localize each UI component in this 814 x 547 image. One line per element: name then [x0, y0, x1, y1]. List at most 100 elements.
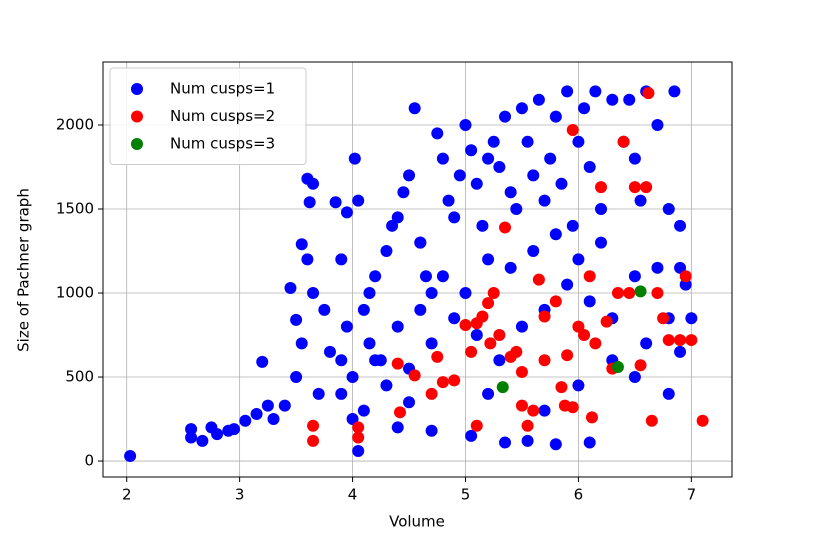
point [403, 396, 416, 409]
point [482, 387, 495, 400]
point [617, 135, 630, 148]
legend-label: Num cusps=3 [170, 135, 275, 153]
point [391, 357, 404, 370]
point [380, 245, 393, 258]
point [465, 345, 478, 358]
point [674, 219, 687, 232]
point [634, 194, 647, 207]
point [583, 161, 596, 174]
y-tick-label: 0 [84, 452, 94, 470]
point [391, 211, 404, 224]
point [357, 404, 370, 417]
point [307, 177, 320, 190]
point [628, 371, 641, 384]
point [504, 186, 517, 199]
point [521, 135, 534, 148]
point [538, 404, 551, 417]
point [431, 127, 444, 140]
point [419, 270, 432, 283]
point [448, 211, 461, 224]
point [357, 303, 370, 316]
legend-marker [131, 83, 143, 95]
point [295, 337, 308, 350]
point [487, 135, 500, 148]
point [651, 261, 664, 274]
point [634, 285, 647, 298]
point [527, 245, 540, 258]
point [397, 186, 410, 199]
point [476, 310, 489, 323]
point [436, 270, 449, 283]
x-tick-label: 7 [687, 486, 697, 504]
point [674, 345, 687, 358]
point [600, 315, 613, 328]
point [515, 399, 528, 412]
point [476, 219, 489, 232]
point [685, 334, 698, 347]
x-axis-label: Volume [389, 513, 445, 531]
point [493, 161, 506, 174]
point [645, 414, 658, 427]
point [335, 387, 348, 400]
point [623, 93, 636, 106]
point [595, 203, 608, 216]
point [662, 203, 675, 216]
point [549, 228, 562, 241]
point [566, 401, 579, 414]
point [549, 438, 562, 451]
point [459, 287, 472, 300]
point [482, 253, 495, 266]
point [642, 87, 655, 100]
point [578, 102, 591, 115]
point [267, 413, 280, 426]
point [329, 196, 342, 209]
point [482, 152, 495, 165]
point [538, 194, 551, 207]
point [611, 287, 624, 300]
point [657, 312, 670, 325]
point [393, 406, 406, 419]
point [307, 434, 320, 447]
point [611, 360, 624, 373]
point [566, 124, 579, 137]
point [493, 329, 506, 342]
point [346, 371, 359, 384]
point [363, 337, 376, 350]
point [470, 419, 483, 432]
point [532, 93, 545, 106]
point [470, 177, 483, 190]
point [459, 318, 472, 331]
point [352, 431, 365, 444]
point [211, 428, 224, 441]
point [538, 354, 551, 367]
point [572, 379, 585, 392]
legend-marker [131, 138, 143, 150]
point [685, 312, 698, 325]
point [555, 381, 568, 394]
point [572, 320, 585, 333]
point [278, 399, 291, 412]
point [185, 431, 198, 444]
point [595, 236, 608, 249]
point [527, 404, 540, 417]
point [628, 270, 641, 283]
point [369, 270, 382, 283]
point [346, 413, 359, 426]
y-tick-label: 2000 [56, 116, 94, 134]
point [380, 379, 393, 392]
point [250, 407, 263, 420]
point [482, 297, 495, 310]
point [256, 355, 269, 368]
point [459, 119, 472, 132]
point [303, 196, 316, 209]
x-tick-label: 6 [574, 486, 584, 504]
point [499, 221, 512, 234]
point [414, 303, 427, 316]
point [521, 434, 534, 447]
point [425, 287, 438, 300]
point [425, 424, 438, 437]
point [352, 444, 365, 457]
point [227, 423, 240, 436]
point [549, 110, 562, 123]
point [284, 281, 297, 294]
